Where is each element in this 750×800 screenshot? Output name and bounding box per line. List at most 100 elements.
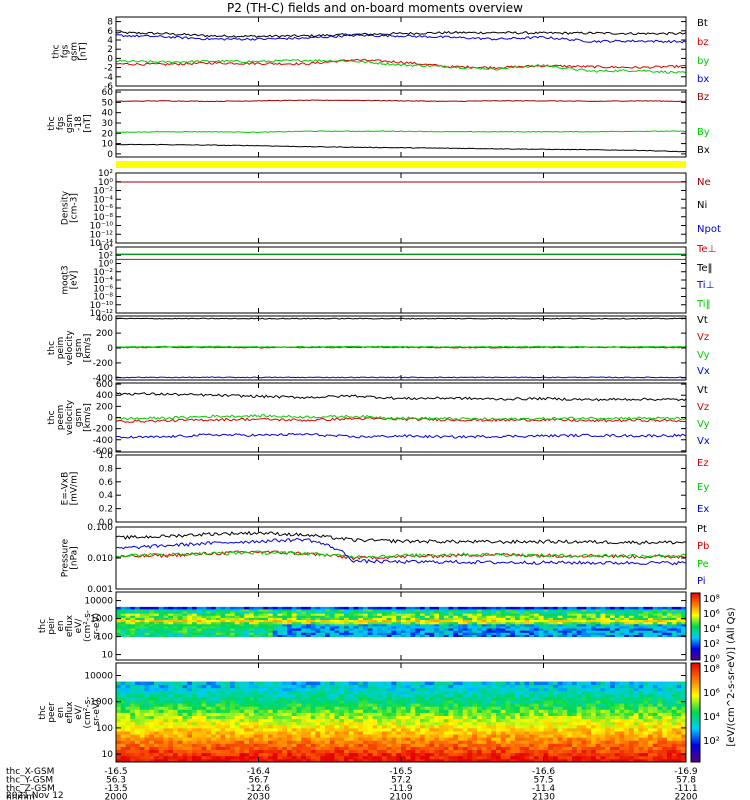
heatmap-cell: [230, 740, 236, 744]
heatmap-cell: [177, 615, 183, 618]
heatmap-cell: [315, 758, 321, 763]
heatmap-cell: [206, 619, 212, 623]
heatmap-cell: [139, 749, 145, 754]
heatmap-cell: [220, 727, 226, 732]
heatmap-cell: [296, 758, 302, 763]
heatmap-cell: [220, 628, 226, 631]
heatmap-cell: [624, 755, 630, 760]
heatmap-cell: [130, 715, 136, 720]
heatmap-cell: [581, 752, 587, 757]
heatmap-cell: [619, 724, 625, 729]
heatmap-cell: [600, 626, 606, 629]
heatmap-cell: [144, 681, 150, 686]
heatmap-cell: [177, 743, 183, 747]
heatmap-cell: [553, 734, 559, 738]
heatmap-cell: [306, 697, 312, 701]
heatmap-cell: [458, 718, 464, 723]
heatmap-cell: [282, 703, 288, 707]
heatmap-cell: [591, 758, 597, 763]
heatmap-cell: [310, 740, 316, 744]
heatmap-cell: [163, 609, 169, 612]
heatmap-cell: [619, 684, 625, 689]
heatmap-cell: [154, 697, 160, 701]
heatmap-cell: [633, 703, 639, 707]
heatmap-cell: [230, 621, 236, 625]
heatmap-cell: [396, 743, 402, 747]
heatmap-cell: [439, 681, 445, 686]
heatmap-cell: [272, 715, 278, 720]
heatmap-cell: [648, 634, 654, 638]
heatmap-cell: [481, 712, 487, 716]
heatmap-cell: [234, 697, 240, 701]
heatmap-cell: [116, 690, 122, 695]
heatmap-cell: [477, 684, 483, 689]
heatmap-cell: [386, 740, 392, 744]
heatmap-cell: [177, 737, 183, 741]
heatmap-cell: [462, 615, 468, 618]
heatmap-cell: [187, 727, 193, 732]
heatmap-cell: [382, 718, 388, 723]
heatmap-cell: [391, 734, 397, 738]
heatmap-cell: [192, 706, 198, 710]
heatmap-cell: [429, 626, 435, 629]
heatmap-cell: [581, 734, 587, 738]
heatmap-cell: [481, 613, 487, 616]
heatmap-cell: [182, 687, 188, 692]
heatmap-cell: [448, 687, 454, 692]
heatmap-cell: [268, 628, 274, 631]
heatmap-cell: [505, 615, 511, 618]
panel-ylabel: [km/s]: [83, 334, 93, 363]
heatmap-cell: [239, 743, 245, 747]
heatmap-cell: [586, 684, 592, 689]
heatmap-cell: [405, 727, 411, 732]
heatmap-cell: [662, 623, 668, 627]
heatmap-cell: [624, 731, 630, 735]
heatmap-cell: [448, 623, 454, 627]
heatmap-cell: [633, 718, 639, 723]
heatmap-cell: [553, 697, 559, 701]
heatmap-cell: [320, 628, 326, 631]
heatmap-cell: [215, 621, 221, 625]
heatmap-cell: [595, 749, 601, 754]
heatmap-cell: [206, 626, 212, 629]
heatmap-cell: [220, 632, 226, 635]
heatmap-cell: [334, 703, 340, 707]
heatmap-cell: [158, 743, 164, 747]
heatmap-cell: [543, 706, 549, 710]
heatmap-cell: [643, 615, 649, 618]
heatmap-cell: [567, 706, 573, 710]
heatmap-cell: [453, 731, 459, 735]
heatmap-cell: [306, 703, 312, 707]
heatmap-cell: [211, 606, 217, 610]
heatmap-cell: [277, 755, 283, 760]
heatmap-cell: [477, 613, 483, 616]
heatmap-cell: [415, 615, 421, 618]
heatmap-cell: [491, 703, 497, 707]
heatmap-cell: [610, 758, 616, 763]
heatmap-cell: [500, 700, 506, 704]
heatmap-cell: [638, 617, 644, 621]
heatmap-cell: [676, 617, 682, 621]
heatmap-cell: [458, 613, 464, 616]
heatmap-cell: [600, 621, 606, 625]
heatmap-cell: [187, 755, 193, 760]
heatmap-cell: [177, 697, 183, 701]
heatmap-cell: [519, 693, 525, 698]
heatmap-cell: [272, 721, 278, 726]
heatmap-cell: [154, 718, 160, 723]
heatmap-cell: [320, 611, 326, 614]
heatmap-cell: [339, 681, 345, 686]
heatmap-cell: [619, 634, 625, 638]
heatmap-cell: [158, 724, 164, 729]
heatmap-cell: [201, 734, 207, 738]
heatmap-cell: [363, 630, 369, 633]
heatmap-cell: [249, 727, 255, 732]
heatmap-cell: [524, 611, 530, 614]
heatmap-cell: [624, 727, 630, 732]
heatmap-cell: [462, 731, 468, 735]
heatmap-cell: [429, 681, 435, 686]
heatmap-cell: [344, 626, 350, 629]
heatmap-cell: [510, 734, 516, 738]
heatmap-cell: [538, 613, 544, 616]
heatmap-cell: [196, 687, 202, 692]
